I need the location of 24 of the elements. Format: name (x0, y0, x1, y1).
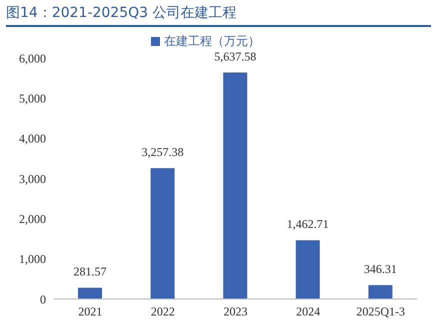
data-label: 3,257.38 (142, 145, 184, 160)
bar (368, 285, 392, 299)
data-label: 1,462.71 (286, 217, 329, 232)
data-label: 281.57 (74, 264, 106, 279)
data-label: 346.31 (364, 262, 397, 276)
legend-label: 在建工程（万元） (164, 34, 260, 48)
x-tick-label: 2025Q1-3 (356, 304, 406, 319)
x-tick-label: 2024 (296, 304, 320, 319)
y-tick-label: 0 (40, 292, 46, 306)
y-tick-label: 4,000 (19, 132, 46, 146)
x-tick-label: 2023 (224, 304, 248, 319)
x-tick-label: 2022 (150, 304, 175, 319)
bar (223, 72, 248, 299)
bar (150, 168, 175, 299)
y-tick-label: 3,000 (19, 172, 46, 186)
y-tick-label: 1,000 (19, 252, 46, 266)
x-tick-label: 2021 (78, 304, 102, 319)
bar (78, 288, 102, 299)
data-label: 5,637.58 (214, 50, 256, 64)
bar (296, 240, 320, 299)
chart-title: 图14：2021-2025Q3 公司在建工程 (6, 4, 431, 27)
y-tick-label: 6,000 (19, 51, 46, 66)
y-tick-label: 5,000 (19, 91, 46, 106)
y-tick-label: 2,000 (19, 212, 46, 226)
